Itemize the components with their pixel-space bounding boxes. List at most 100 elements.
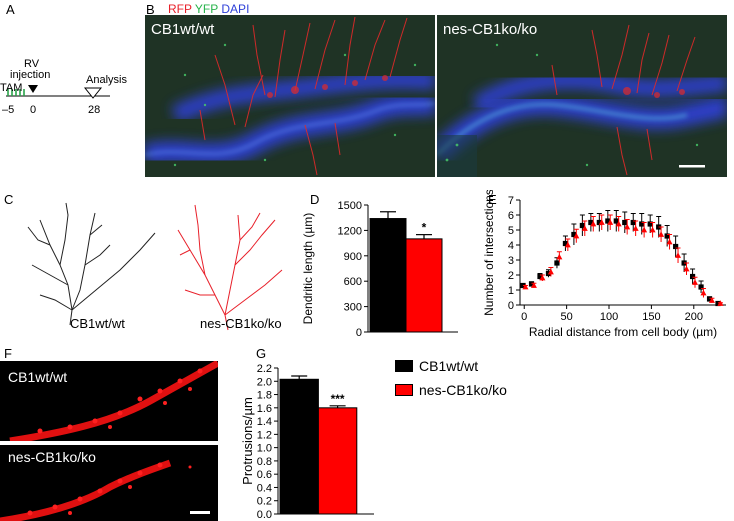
legend-item-ko: nes-CB1ko/ko [395, 382, 507, 398]
chart-d-bar-0 [369, 218, 407, 333]
chart-d-ylabel: Dendritic length (µm) [301, 213, 315, 325]
chart-e-ytick-label-5: 5 [508, 225, 514, 237]
chart-g-ytick-label-9: 1.8 [257, 390, 272, 402]
chart-e-point-0-4 [554, 260, 560, 266]
panel-letter-c: C [4, 192, 14, 207]
chart-e-xtick-label-3: 150 [642, 311, 660, 323]
chart-e-ytick-label-0: 0 [508, 300, 514, 312]
chart-e-ytick-label-3: 3 [508, 255, 514, 267]
chart-e-point-1-23 [717, 300, 724, 306]
dendrite-tracings [27, 202, 283, 331]
stain-rfp: RFP [168, 2, 192, 16]
chart-e-point-1-13 [632, 225, 639, 231]
chart-g-ytick-label-11: 2.2 [257, 363, 272, 375]
chart-e-point-0-17 [664, 233, 670, 239]
panel-letter-g: G [256, 346, 267, 361]
tracing-ko-label: nes-CB1ko/ko [200, 316, 282, 331]
chart-sholl-analysis: 0 1 2 3 4 5 6 7 0 50 100 150 200 Number of intersecti… [482, 190, 726, 339]
tracing-wt [27, 202, 156, 326]
chart-d-bar-1 [405, 238, 443, 333]
legend-label-wt: CB1wt/wt [419, 358, 479, 374]
chart-g-ytick-label-0: 0.0 [257, 509, 272, 521]
analysis-label: Analysis [86, 74, 127, 86]
chart-e-point-1-19 [683, 265, 690, 272]
chart-e-xtick-label-2: 100 [600, 311, 618, 323]
scale-bar-b [679, 165, 705, 168]
chart-e-point-0-12 [622, 219, 628, 226]
spine-image-wt-render [9, 361, 218, 441]
chart-g-ytick-label-5: 1.0 [257, 443, 272, 455]
timeline-diagram: RV injection TAM Analysis –5 0 28 [0, 58, 127, 116]
chart-e-point-1-15 [649, 226, 656, 233]
chart-e-point-1-18 [675, 252, 682, 258]
chart-e-ytick-label-6: 6 [508, 210, 514, 222]
chart-e-point-1-0 [522, 283, 529, 290]
chart-e-point-1-16 [658, 231, 665, 237]
analysis-arrow [83, 87, 103, 99]
stain-legend: RFP YFP DAPI [168, 2, 249, 16]
chart-e-point-0-14 [639, 221, 645, 227]
chart-e-point-1-22 [708, 297, 715, 303]
chart-g-ytick-label-4: 0.8 [257, 456, 272, 468]
chart-e-xlabel: Radial distance from cell body (µm) [529, 325, 717, 339]
micrograph-wt: CB1wt/wt [145, 15, 435, 177]
micrograph-wt-label: CB1wt/wt [151, 21, 215, 38]
chart-d-ytick-label-2: 600 [344, 276, 362, 288]
spine-image-ko-render [0, 459, 210, 521]
chart-dendritic-length: 0 300 600 900 1200 1500 * Dendritic length (µm) [301, 200, 458, 339]
chart-e-point-0-11 [613, 218, 619, 224]
rv-label: RV [24, 58, 40, 70]
tick-label-0: 0 [30, 104, 36, 116]
chart-e-ytick-label-4: 4 [508, 240, 514, 252]
chart-e-ytick-label-7: 7 [508, 195, 514, 207]
scale-bar-f [190, 511, 210, 514]
chart-e-point-0-1 [528, 281, 535, 287]
stain-dapi: DAPI [221, 2, 250, 16]
legend-label-ko: nes-CB1ko/ko [419, 382, 507, 398]
chart-legend: CB1wt/wt nes-CB1ko/ko [395, 358, 507, 398]
chart-e-point-1-1 [530, 282, 537, 288]
chart-e-point-1-11 [615, 220, 622, 227]
panel-letter-d: D [310, 192, 320, 207]
chart-g-bar-1 [317, 407, 358, 515]
chart-g-ytick-label-7: 1.4 [257, 416, 272, 428]
chart-e-ylabel: Number of intersections [482, 190, 496, 316]
chart-e-point-0-7 [579, 222, 585, 229]
panel-letter-a: A [6, 2, 15, 17]
panel-letter-b: B [146, 2, 155, 17]
chart-e-point-0-15 [647, 221, 653, 227]
chart-d-ytick-label-1: 300 [344, 302, 362, 314]
injection-arrow [28, 85, 38, 93]
tick-label-minus5: –5 [2, 104, 14, 116]
chart-e-point-0-8 [588, 219, 594, 226]
chart-e-point-1-17 [666, 238, 673, 245]
micrograph-ko-label: nes-CB1ko/ko [443, 21, 538, 38]
spine-image-wt: CB1wt/wt [0, 361, 218, 441]
chart-g-ytick-label-8: 1.6 [257, 403, 272, 415]
tracing-ko [177, 204, 283, 331]
micrograph-ko: nes-CB1ko/ko [437, 15, 727, 177]
chart-e-ytick-label-1: 1 [508, 285, 514, 297]
tick-label-28: 28 [88, 104, 100, 116]
chart-e-xtick-label-4: 200 [685, 311, 703, 323]
chart-e-point-1-2 [539, 274, 546, 281]
chart-e-point-1-8 [590, 220, 597, 227]
chart-e-point-1-3 [547, 268, 554, 275]
chart-e-point-0-18 [673, 243, 679, 250]
spine-image-ko: nes-CB1ko/ko [0, 445, 218, 521]
spine-image-wt-label: CB1wt/wt [8, 369, 68, 385]
chart-e-point-0-20 [689, 273, 696, 280]
chart-e-point-1-20 [691, 279, 698, 285]
legend-swatch-ko [395, 384, 413, 396]
chart-e-point-0-5 [562, 240, 569, 247]
micrograph-wt-image [145, 15, 435, 177]
chart-e-point-0-22 [706, 296, 713, 302]
chart-e-xtick-label-0: 0 [521, 311, 527, 323]
chart-e-point-1-12 [624, 223, 631, 230]
tracing-wt-label: CB1wt/wt [70, 316, 125, 331]
chart-d-ytick-label-3: 900 [344, 251, 362, 263]
chart-d-ytick-label-4: 1200 [338, 225, 362, 237]
chart-e-point-0-10 [605, 218, 611, 224]
spine-image-ko-label: nes-CB1ko/ko [8, 449, 96, 465]
chart-e-point-1-7 [581, 225, 588, 231]
